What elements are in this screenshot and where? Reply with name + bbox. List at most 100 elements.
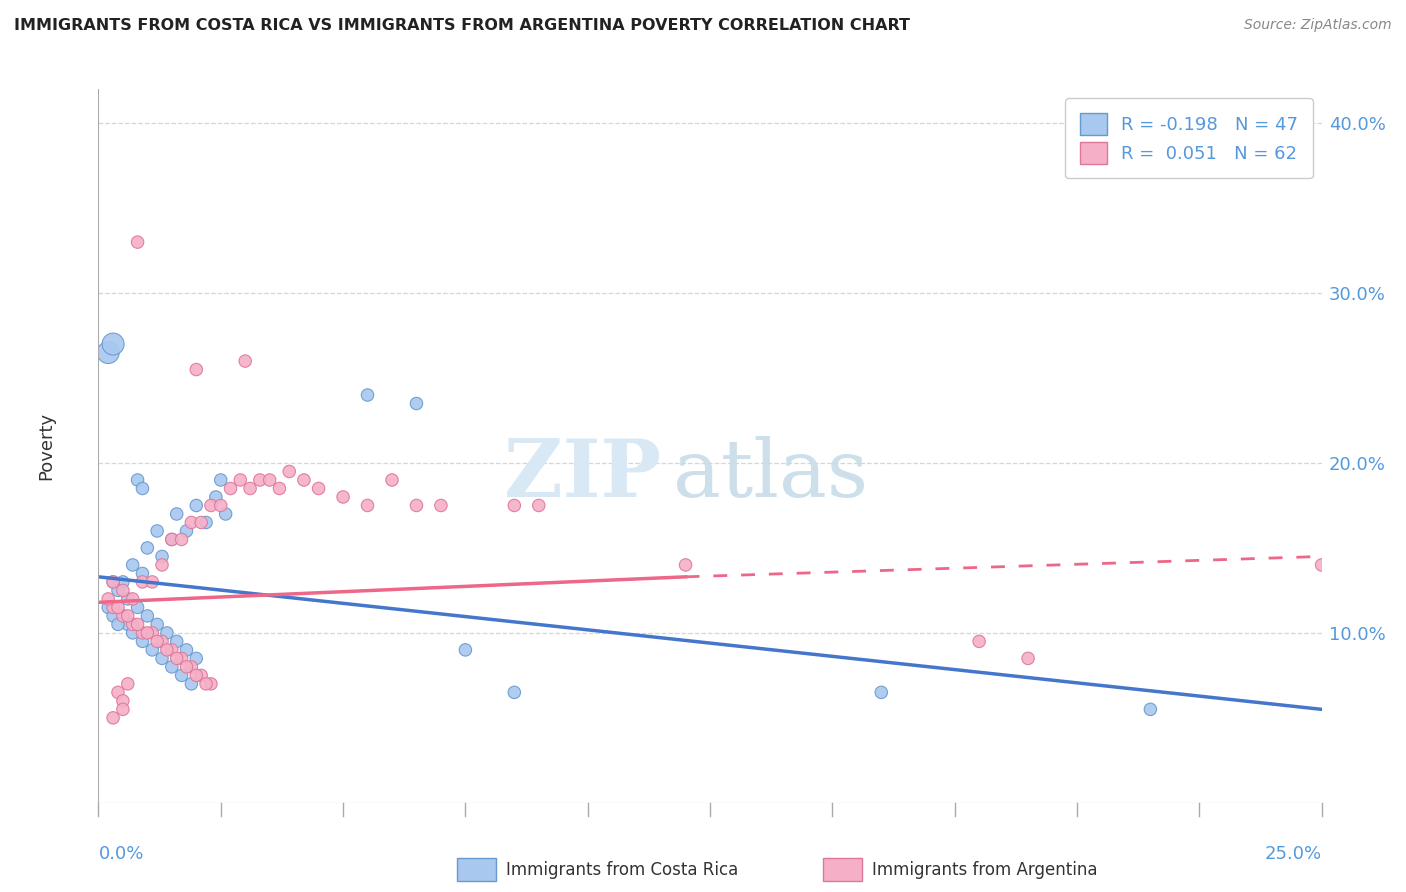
Point <box>101 337 124 351</box>
Point <box>214 507 236 521</box>
Point <box>186 668 208 682</box>
Point <box>121 591 143 606</box>
Point <box>190 668 212 682</box>
Point <box>180 516 202 530</box>
Point <box>111 574 134 589</box>
Text: Immigrants from Argentina: Immigrants from Argentina <box>872 861 1097 879</box>
Point <box>150 651 173 665</box>
Point <box>111 702 134 716</box>
Point <box>166 651 188 665</box>
Legend: R = -0.198   N = 47, R =  0.051   N = 62: R = -0.198 N = 47, R = 0.051 N = 62 <box>1066 98 1313 178</box>
Point <box>131 574 153 589</box>
Point <box>136 608 159 623</box>
Point <box>117 677 139 691</box>
Point <box>239 482 262 496</box>
Point <box>209 473 232 487</box>
Point <box>430 499 453 513</box>
Point <box>527 499 550 513</box>
Text: atlas: atlas <box>673 435 869 514</box>
Point <box>503 685 526 699</box>
Point <box>160 643 183 657</box>
Point <box>107 617 129 632</box>
Point <box>292 473 315 487</box>
Text: ZIP: ZIP <box>505 435 661 514</box>
Point <box>200 677 222 691</box>
Point <box>454 643 477 657</box>
Point <box>121 558 143 572</box>
Text: 0.0%: 0.0% <box>98 846 143 863</box>
Point <box>101 574 124 589</box>
Point <box>180 677 202 691</box>
Point <box>308 482 330 496</box>
Point <box>150 634 173 648</box>
Point <box>111 608 134 623</box>
Point <box>156 643 179 657</box>
Point <box>195 516 218 530</box>
Point <box>180 660 202 674</box>
Point <box>356 388 378 402</box>
Point <box>127 600 149 615</box>
Point <box>97 600 120 615</box>
Point <box>200 499 222 513</box>
Point <box>170 533 193 547</box>
Point <box>117 591 139 606</box>
Point <box>405 396 427 410</box>
Point <box>249 473 271 487</box>
Point <box>259 473 281 487</box>
Point <box>156 626 179 640</box>
Point <box>146 617 169 632</box>
Point <box>117 608 139 623</box>
Point <box>219 482 242 496</box>
Point <box>381 473 404 487</box>
Point <box>186 362 208 376</box>
Point <box>150 549 173 564</box>
Point <box>131 482 153 496</box>
Point <box>170 668 193 682</box>
Point <box>141 643 163 657</box>
Point <box>121 626 143 640</box>
Point <box>1139 702 1161 716</box>
Point <box>127 235 149 249</box>
Point <box>160 660 183 674</box>
Point <box>127 473 149 487</box>
Point <box>190 516 212 530</box>
Point <box>870 685 893 699</box>
Point <box>209 499 232 513</box>
Point <box>160 533 183 547</box>
Point <box>186 499 208 513</box>
Point <box>166 507 188 521</box>
Point <box>503 499 526 513</box>
Point <box>405 499 427 513</box>
Point <box>131 634 153 648</box>
Point <box>111 694 134 708</box>
Text: Poverty: Poverty <box>38 412 56 480</box>
Point <box>146 634 169 648</box>
Point <box>111 583 134 598</box>
Point <box>127 617 149 632</box>
Point <box>101 574 124 589</box>
Point <box>121 617 143 632</box>
Point <box>278 465 301 479</box>
Point <box>269 482 291 496</box>
Point <box>166 634 188 648</box>
Point <box>107 600 129 615</box>
Point <box>967 634 990 648</box>
Point <box>101 608 124 623</box>
Point <box>356 499 378 513</box>
Point <box>146 524 169 538</box>
Point <box>136 626 159 640</box>
Point <box>117 617 139 632</box>
Point <box>97 591 120 606</box>
Point <box>170 651 193 665</box>
Point <box>107 685 129 699</box>
Point <box>195 677 218 691</box>
Text: 25.0%: 25.0% <box>1264 846 1322 863</box>
Text: IMMIGRANTS FROM COSTA RICA VS IMMIGRANTS FROM ARGENTINA POVERTY CORRELATION CHAR: IMMIGRANTS FROM COSTA RICA VS IMMIGRANTS… <box>14 18 910 33</box>
Point <box>111 608 134 623</box>
Point <box>101 600 124 615</box>
Point <box>1310 558 1333 572</box>
Point <box>176 660 198 674</box>
Point <box>205 490 228 504</box>
Point <box>675 558 697 572</box>
Point <box>233 354 256 368</box>
